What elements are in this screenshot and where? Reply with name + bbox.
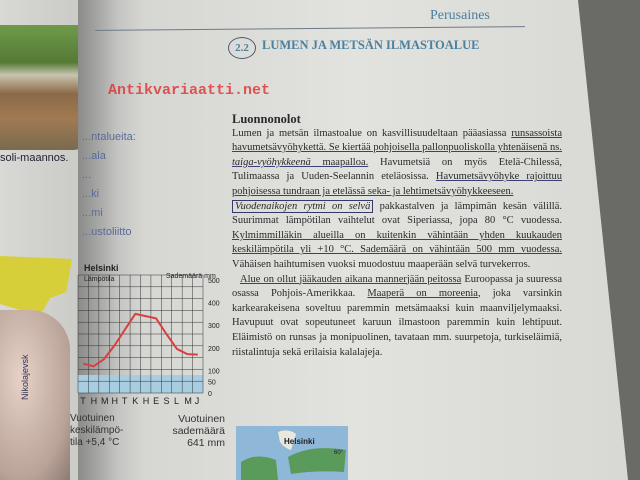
list-fragment: ...ki: [82, 188, 100, 200]
text-run: runsassoista havumetsävyöhykettä. Se kie…: [232, 127, 562, 154]
soil-profile-photo: [0, 25, 88, 150]
month-label: E: [153, 396, 159, 406]
annual-precip-line: sademäärä: [172, 425, 225, 437]
list-fragment: ...ala: [82, 150, 106, 162]
left-axis-label: Lämpötila: [84, 276, 114, 283]
tick-label: 400: [208, 301, 220, 308]
list-fragment: ...ustoliitto: [82, 226, 132, 238]
list-fragment: ...ntalueita:: [82, 131, 136, 143]
list-fragment: ...mi: [82, 207, 103, 219]
map-latitude-label: 60°: [334, 450, 344, 456]
tick-label: 200: [208, 346, 220, 353]
place-label: Nikolajevsk: [20, 354, 30, 400]
text-run: Euroopassa ja suuressa osassa Pohjois-Am…: [232, 273, 562, 300]
running-title: Perusaines: [430, 8, 490, 23]
body-text: Luonnonolot Lumen ja metsän ilmastoalue …: [232, 112, 562, 360]
annual-temp-line: keskilämpö-: [70, 425, 124, 436]
text-run: , joka varsinkin karkearakeisena soveltu…: [232, 288, 563, 358]
text-run: Alue on ollut jääkauden aikana mannerjää…: [240, 273, 462, 285]
tick-label: 300: [208, 323, 220, 330]
text-run: Havumetsävyöhyke rajoittuu pohjoisessa t…: [232, 171, 562, 197]
month-label: H: [143, 396, 150, 406]
world-map: Helsinki 60°: [236, 426, 348, 480]
text-run: maapalloa.: [310, 156, 369, 168]
map-forest-eurasia: [288, 448, 346, 474]
month-label: S: [164, 396, 170, 406]
text-run: Vähäisen haihtumisen vuoksi muodostuu ma…: [232, 258, 531, 270]
paragraph-2-text: pakkastalven ja lämpimän kesän välillä. …: [232, 201, 562, 270]
photo-caption: soli-maannos.: [0, 152, 69, 164]
month-label: H: [91, 396, 98, 406]
section-title: LUMEN JA METSÄN ILMASTOALUE: [262, 38, 480, 52]
tick-label: 500: [208, 278, 220, 285]
annual-precip-line: Vuotuinen: [178, 413, 225, 425]
paragraph-3: Alue on ollut jääkauden aikana mannerjää…: [232, 273, 562, 361]
month-label: M: [184, 396, 192, 406]
annual-temperature: Vuotuinen keskilämpö- tila +5,4 °C: [70, 413, 123, 449]
climate-chart: Helsinki Lämpötila Sademäärä mm 50040030…: [77, 263, 220, 406]
tick-label: 0: [208, 391, 212, 398]
section-number: 2.2: [228, 37, 256, 59]
text-run: pakkastalven ja lämpimän kesän välillä. …: [232, 200, 562, 227]
temperature-line: [82, 312, 198, 368]
list-fragment: ...: [82, 169, 92, 181]
month-label: T: [122, 396, 128, 406]
right-axis-label: Sademäärä mm: [166, 273, 216, 280]
watermark: Antikvariaatti.net: [108, 82, 271, 99]
month-label: K: [132, 396, 138, 406]
tick-label: 100: [208, 368, 220, 375]
annual-precipitation: Vuotuinen sademäärä 641 mm: [165, 413, 225, 449]
month-label: M: [101, 396, 109, 406]
annual-temp-line: Vuotuinen: [70, 413, 115, 424]
month-label: T: [80, 396, 86, 406]
paragraph-2: Vuodenaikojen rytmi on selvä pakkastalve…: [232, 199, 562, 273]
page-gutter-shadow: [78, 0, 118, 480]
left-page-list: ...ntalueita: ...ala ... ...ki ...mi ...…: [82, 128, 136, 242]
map-label-helsinki: Helsinki: [284, 437, 315, 446]
chart-grid: [77, 274, 204, 394]
annual-precip-line: 641 mm: [187, 437, 225, 449]
annual-temp-line: tila +5,4 °C: [70, 437, 120, 448]
text-run: Havumetsiä on myös Etelä-Chilessä, Tulim…: [232, 156, 562, 183]
month-label: J: [195, 396, 200, 406]
book-page: [78, 0, 628, 480]
text-run: Kylmimmilläkin alueilla on kuitenkin väh…: [232, 229, 562, 256]
boxed-phrase: Vuodenaikojen rytmi on selvä: [232, 199, 374, 213]
subheading: Luonnonolot: [232, 112, 301, 126]
chart-title: Helsinki: [84, 263, 119, 273]
text-run: taiga-vyöhykkeenä: [232, 156, 311, 168]
month-label: L: [174, 396, 179, 406]
finger: [0, 310, 70, 480]
paragraph-1: Lumen ja metsän ilmastoalue on kasvillis…: [232, 127, 562, 200]
month-label: H: [111, 396, 118, 406]
text-run: Lumen ja metsän ilmastoalue on kasvillis…: [232, 127, 512, 139]
map-greenland: [278, 430, 296, 450]
map-forest-north-america: [241, 456, 278, 480]
tick-label: 50: [208, 380, 216, 387]
text-run: Maaperä on moreenia: [367, 288, 478, 300]
